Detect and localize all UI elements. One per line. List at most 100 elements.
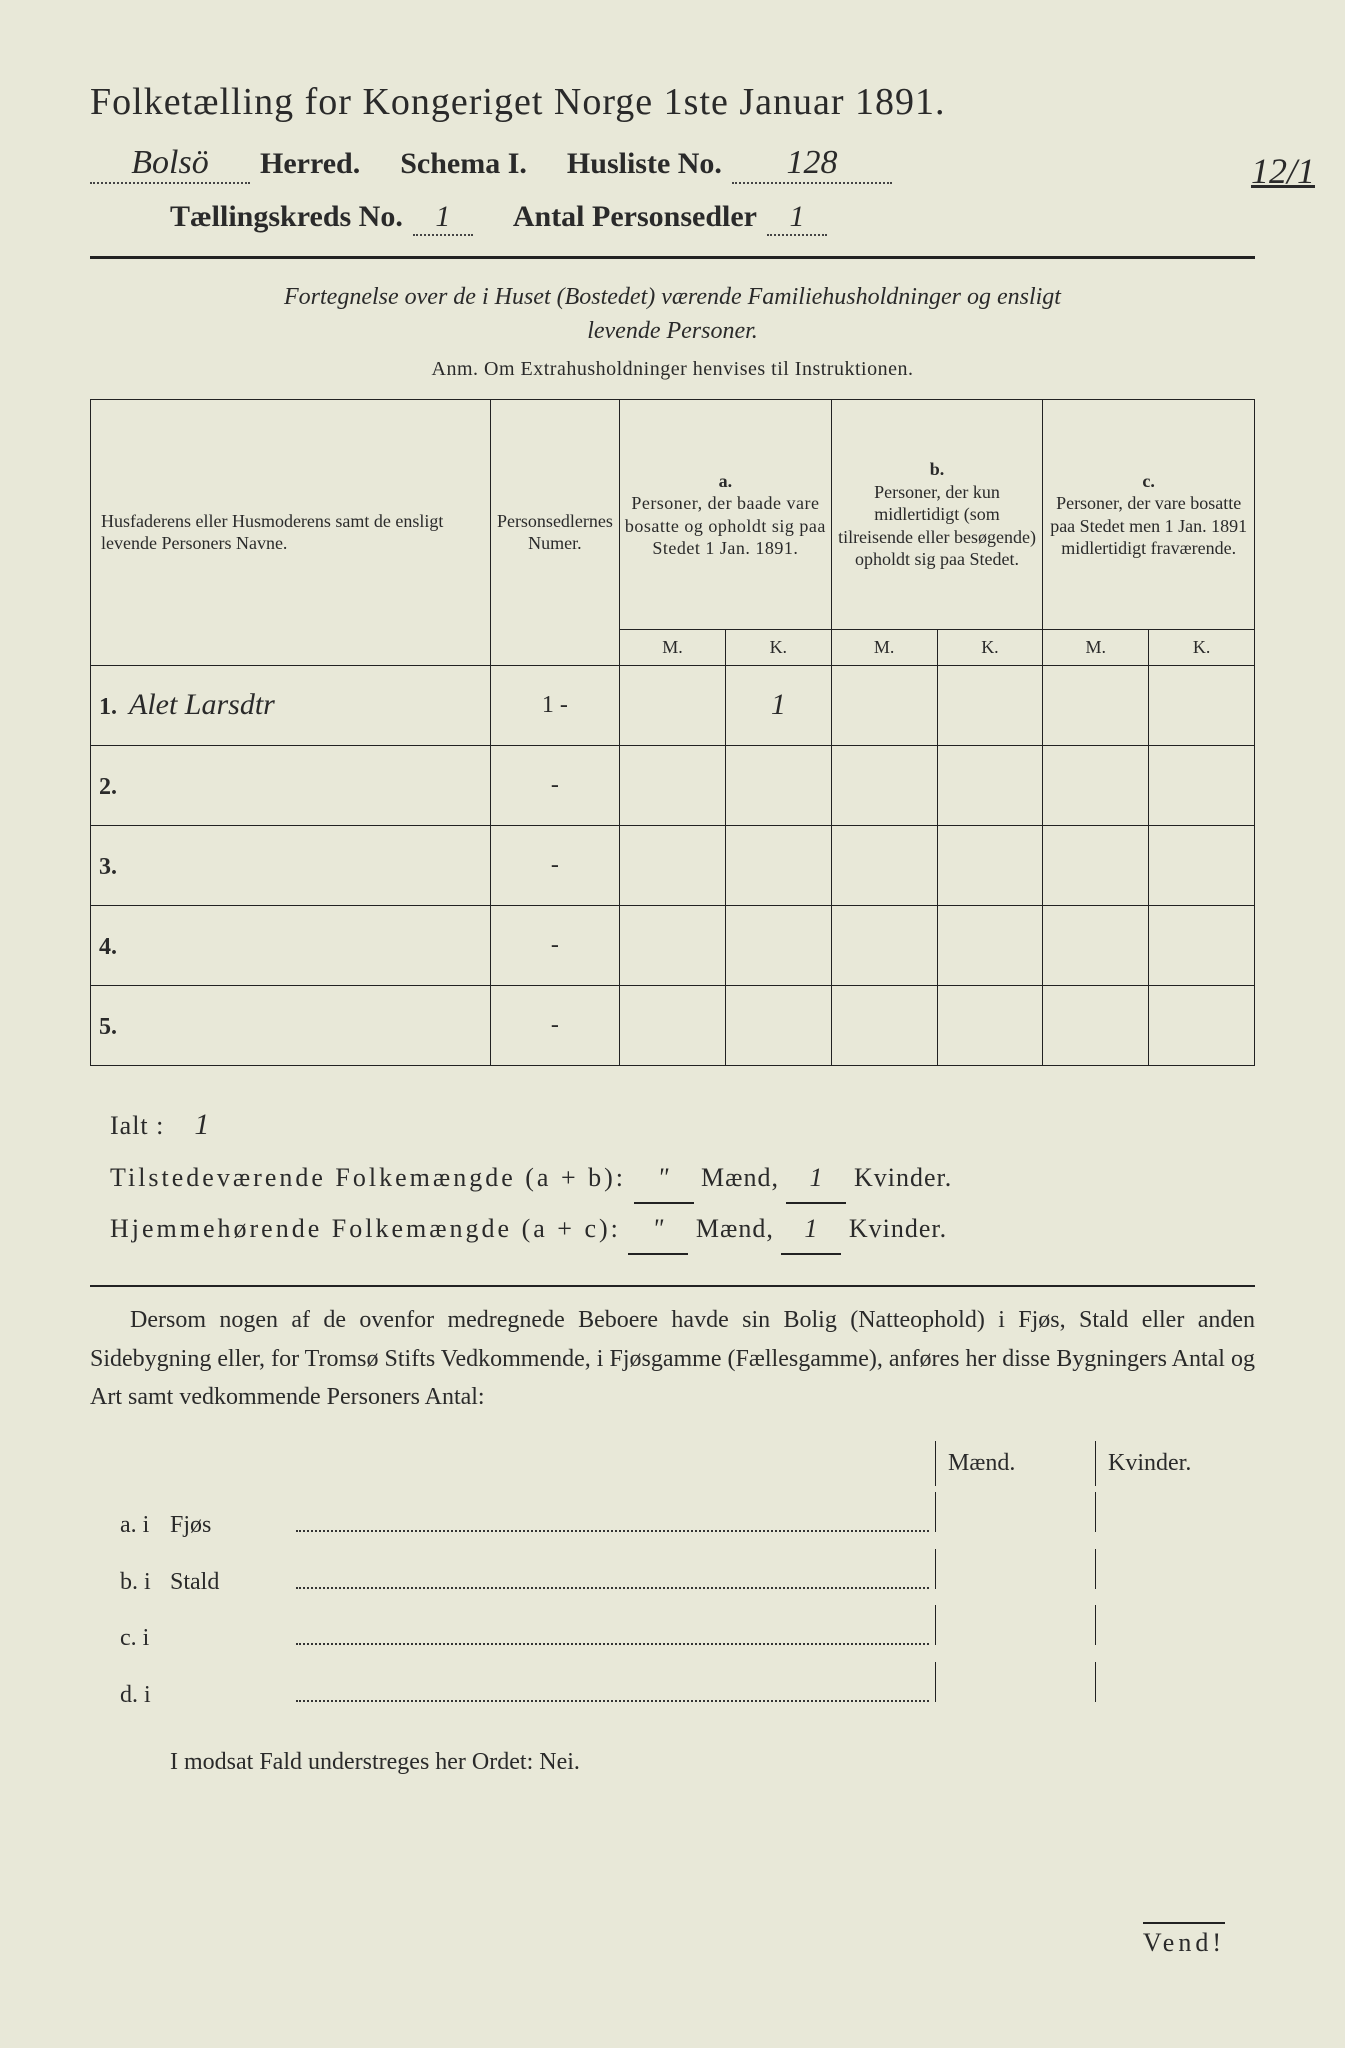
kreds-label: Tællingskreds No. (170, 200, 403, 234)
row-b-m (831, 905, 937, 985)
header-line-2: Tællingskreds No. 1 Antal Personsedler 1 (90, 200, 1255, 236)
row-name: 4. (91, 905, 491, 985)
husliste-label: Husliste No. (567, 147, 722, 181)
row-b-k (937, 985, 1043, 1065)
dwelling-row: a. iFjøs (90, 1492, 1255, 1549)
header-line-1: Bolsö Herred. Schema I. Husliste No. 128 (90, 144, 1255, 184)
dwell-row-label: c. i (90, 1616, 170, 1662)
col-c-k: K. (1149, 630, 1255, 666)
hjemme-k: 1 (781, 1204, 841, 1255)
vend-label: Vend! (1143, 1922, 1225, 1958)
dwell-dots (296, 1522, 929, 1532)
maend-label-2: Mænd, (696, 1214, 774, 1243)
col-b-header: b. Personer, der kun midlertidigt (som t… (831, 400, 1043, 630)
row-a-m (620, 905, 726, 985)
row-a-k (725, 825, 831, 905)
row-name: 3. (91, 825, 491, 905)
row-num: - (490, 825, 619, 905)
row-a-m (620, 985, 726, 1065)
row-c-k (1149, 985, 1255, 1065)
col-c-header: c. Personer, der vare bosatte paa Stedet… (1043, 400, 1255, 630)
dwell-row-label: d. i (90, 1673, 170, 1719)
row-c-k (1149, 665, 1255, 745)
row-b-m (831, 665, 937, 745)
persons-table: Husfaderens eller Husmoderens samt de en… (90, 399, 1255, 1066)
dwell-m-cell (935, 1662, 1095, 1702)
col-b-k: K. (937, 630, 1043, 666)
instruction-line1: Fortegnelse over de i Huset (Bostedet) v… (284, 284, 1061, 310)
row-name: 2. (91, 745, 491, 825)
table-row: 4. - (91, 905, 1255, 985)
dwell-dots (296, 1635, 929, 1645)
dwelling-row: c. i (90, 1605, 1255, 1662)
row-a-k (725, 905, 831, 985)
kvinder-label: Kvinder. (854, 1163, 952, 1192)
totals-block: Ialt : 1 Tilstedeværende Folkemængde (a … (90, 1096, 1255, 1256)
dwell-maend-label: Mænd. (935, 1441, 1095, 1487)
row-b-k (937, 825, 1043, 905)
row-a-k: 1 (725, 665, 831, 745)
maend-label: Mænd, (701, 1163, 779, 1192)
row-b-m (831, 985, 937, 1065)
col-a-header: a. Personer, der baade vare bosatte og o… (620, 400, 832, 630)
dwell-dots (296, 1692, 929, 1702)
row-c-m (1043, 905, 1149, 985)
row-a-m (620, 825, 726, 905)
row-b-k (937, 665, 1043, 745)
kvinder-label-2: Kvinder. (849, 1214, 947, 1243)
dwell-k-cell (1095, 1549, 1255, 1589)
antal-label: Antal Personsedler (513, 200, 757, 234)
row-b-m (831, 825, 937, 905)
nei-line: I modsat Fald understreges her Ordet: Ne… (90, 1749, 1255, 1776)
row-c-k (1149, 745, 1255, 825)
husliste-value: 128 (732, 144, 892, 184)
dwell-k-cell (1095, 1492, 1255, 1532)
row-num: - (490, 985, 619, 1065)
row-a-k (725, 745, 831, 825)
row-a-m (620, 745, 726, 825)
table-row: 5. - (91, 985, 1255, 1065)
dwelling-paragraph: Dersom nogen af de ovenfor medregnede Be… (90, 1301, 1255, 1416)
divider-2 (90, 1285, 1255, 1287)
page-title: Folketælling for Kongeriget Norge 1ste J… (90, 80, 1255, 124)
instruction-line2: levende Personer. (587, 318, 758, 344)
row-num: - (490, 905, 619, 985)
row-b-m (831, 745, 937, 825)
dwell-k-cell (1095, 1605, 1255, 1645)
table-header-row: Husfaderens eller Husmoderens samt de en… (91, 400, 1255, 630)
dwell-row-label: a. i (90, 1503, 170, 1549)
anm-text: Anm. Om Extrahusholdninger henvises til … (90, 358, 1255, 381)
dwelling-row: d. i (90, 1662, 1255, 1719)
dwell-row-type: Stald (170, 1560, 290, 1606)
tilstede-m: " (634, 1153, 694, 1204)
dwell-m-cell (935, 1549, 1095, 1589)
antal-value: 1 (767, 200, 827, 236)
divider (90, 256, 1255, 259)
dwell-k-cell (1095, 1662, 1255, 1702)
table-row: 1. Alet Larsdtr1 -1 (91, 665, 1255, 745)
row-b-k (937, 745, 1043, 825)
row-c-m (1043, 825, 1149, 905)
instruction-text: Fortegnelse over de i Huset (Bostedet) v… (90, 281, 1255, 348)
hjemme-label: Hjemmehørende Folkemængde (a + c): (110, 1214, 621, 1243)
ialt-value: 1 (194, 1108, 210, 1141)
row-b-k (937, 905, 1043, 985)
row-a-m (620, 665, 726, 745)
row-num: - (490, 745, 619, 825)
row-c-m (1043, 985, 1149, 1065)
herred-value: Bolsö (90, 144, 250, 184)
dwell-row-type: Fjøs (170, 1503, 290, 1549)
row-c-m (1043, 665, 1149, 745)
row-a-k (725, 985, 831, 1065)
col-num-header: Personsedlernes Numer. (490, 400, 619, 666)
census-form: 12/1 Folketælling for Kongeriget Norge 1… (90, 80, 1255, 1776)
schema-label: Schema I. (400, 147, 527, 181)
dwell-m-cell (935, 1492, 1095, 1532)
col-b-m: M. (831, 630, 937, 666)
kreds-value: 1 (413, 200, 473, 236)
tilstede-k: 1 (786, 1153, 846, 1204)
margin-number: 12/1 (1251, 150, 1315, 192)
col-c-m: M. (1043, 630, 1149, 666)
table-row: 2. - (91, 745, 1255, 825)
dwell-dots (296, 1579, 929, 1589)
